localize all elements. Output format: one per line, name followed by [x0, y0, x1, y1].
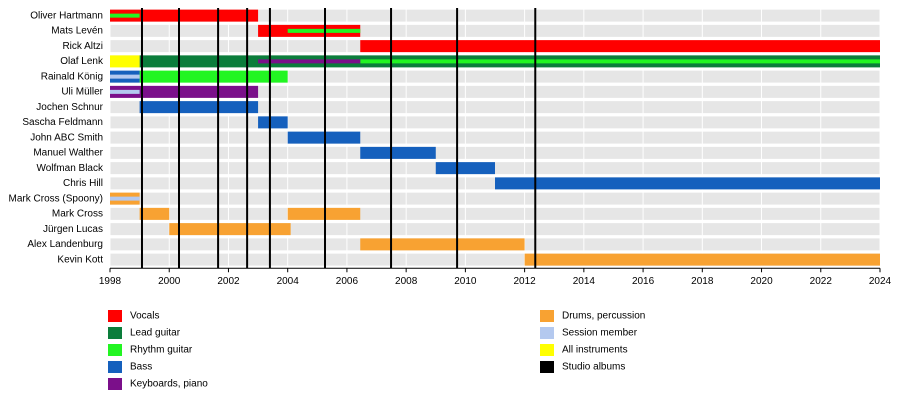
member-label: Alex Landenburg — [27, 239, 103, 250]
x-tick-label: 2000 — [158, 276, 181, 287]
role-bar — [524, 253, 880, 266]
role-bar — [258, 116, 288, 129]
member-label: Olaf Lenk — [60, 56, 104, 67]
member-label: Manuel Walther — [33, 148, 103, 159]
member-label: Oliver Hartmann — [30, 10, 103, 21]
role-bar — [360, 238, 525, 251]
legend-label: Keyboards, piano — [130, 379, 208, 390]
role-bar — [139, 70, 288, 83]
role-bar — [139, 207, 170, 220]
legend-label: Vocals — [130, 311, 159, 322]
x-tick-label: 2012 — [513, 276, 536, 287]
member-label: Jochen Schnur — [36, 102, 103, 113]
role-bar — [287, 28, 361, 33]
row-band — [110, 116, 880, 129]
row-band — [110, 24, 880, 37]
member-label: Mats Levén — [51, 26, 103, 37]
member-label: Mark Cross — [52, 209, 103, 220]
legend-label: Rhythm guitar — [130, 345, 193, 356]
legend-swatch — [540, 344, 554, 356]
role-bar — [360, 40, 880, 53]
legend-swatch — [108, 327, 122, 339]
row-band — [110, 131, 880, 144]
role-bar — [287, 131, 361, 144]
legend-swatch — [540, 327, 554, 339]
role-bar — [110, 13, 140, 18]
row-band — [110, 146, 880, 159]
role-bar — [258, 59, 361, 64]
legend-label: Lead guitar — [130, 328, 181, 339]
row-band — [110, 85, 880, 98]
legend-label: Bass — [130, 362, 152, 373]
row-band — [110, 70, 880, 83]
legend-label: Studio albums — [562, 362, 625, 373]
role-bar — [110, 89, 140, 94]
member-label: Sascha Feldmann — [22, 117, 103, 128]
member-label: Rick Altzi — [62, 41, 103, 52]
role-bar — [110, 85, 259, 98]
role-bar — [360, 146, 436, 159]
legend-swatch — [108, 310, 122, 322]
role-bar — [110, 55, 140, 68]
role-bar — [435, 162, 495, 175]
member-label: Uli Müller — [61, 87, 103, 98]
legend-label: All instruments — [562, 345, 628, 356]
legend-label: Session member — [562, 328, 638, 339]
member-label: Kevin Kott — [57, 254, 103, 265]
role-bar — [110, 74, 140, 79]
role-bar — [110, 9, 259, 22]
legend-swatch — [108, 378, 122, 390]
role-bar — [287, 207, 361, 220]
role-bar — [495, 177, 880, 190]
row-band — [110, 9, 880, 22]
role-bar — [139, 101, 259, 114]
x-tick-label: 2006 — [336, 276, 359, 287]
member-label: Chris Hill — [63, 178, 103, 189]
x-tick-label: 2018 — [691, 276, 714, 287]
x-tick-label: 2010 — [454, 276, 477, 287]
x-tick-label: 2004 — [277, 276, 300, 287]
member-label: Jürgen Lucas — [43, 224, 103, 235]
legend-swatch — [540, 361, 554, 373]
member-label: Wolfman Black — [36, 163, 104, 174]
legend-swatch — [108, 361, 122, 373]
x-tick-label: 1998 — [99, 276, 122, 287]
x-tick-label: 2002 — [217, 276, 240, 287]
legend-swatch — [540, 310, 554, 322]
x-tick-label: 2024 — [869, 276, 892, 287]
x-tick-label: 2020 — [750, 276, 773, 287]
x-tick-label: 2022 — [810, 276, 833, 287]
x-tick-label: 2014 — [573, 276, 596, 287]
member-label: Rainald König — [41, 71, 103, 82]
row-band — [110, 223, 880, 236]
x-tick-label: 2016 — [632, 276, 655, 287]
row-band — [110, 101, 880, 114]
legend-swatch — [108, 344, 122, 356]
x-tick-label: 2008 — [395, 276, 418, 287]
legend-label: Drums, percussion — [562, 311, 645, 322]
row-band — [110, 192, 880, 205]
row-band — [110, 207, 880, 220]
role-bar — [169, 223, 291, 236]
role-bar — [110, 196, 140, 201]
member-label: Mark Cross (Spoony) — [9, 193, 103, 204]
role-bar — [360, 59, 880, 64]
member-label: John ABC Smith — [30, 132, 103, 143]
